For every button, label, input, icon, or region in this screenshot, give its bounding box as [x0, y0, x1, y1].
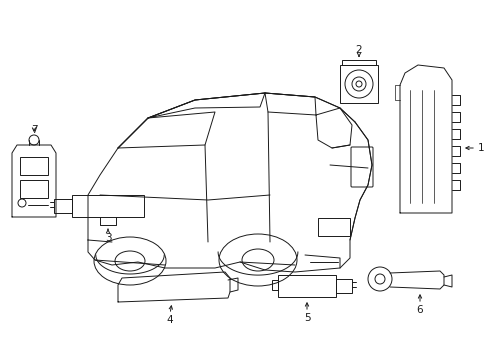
- Text: 2: 2: [356, 45, 362, 55]
- Bar: [318, 218, 350, 236]
- Text: 6: 6: [416, 305, 423, 315]
- Bar: [20, 180, 48, 198]
- Text: 7: 7: [31, 125, 37, 135]
- Text: 1: 1: [478, 143, 485, 153]
- Bar: [336, 279, 352, 293]
- Bar: [278, 275, 336, 297]
- Bar: [342, 60, 376, 65]
- Bar: [72, 195, 144, 217]
- Bar: [54, 199, 72, 213]
- Bar: [20, 157, 48, 175]
- Text: 3: 3: [105, 233, 111, 243]
- Bar: [340, 65, 378, 103]
- Text: 5: 5: [304, 313, 310, 323]
- Bar: [272, 280, 278, 290]
- Text: 4: 4: [167, 315, 173, 325]
